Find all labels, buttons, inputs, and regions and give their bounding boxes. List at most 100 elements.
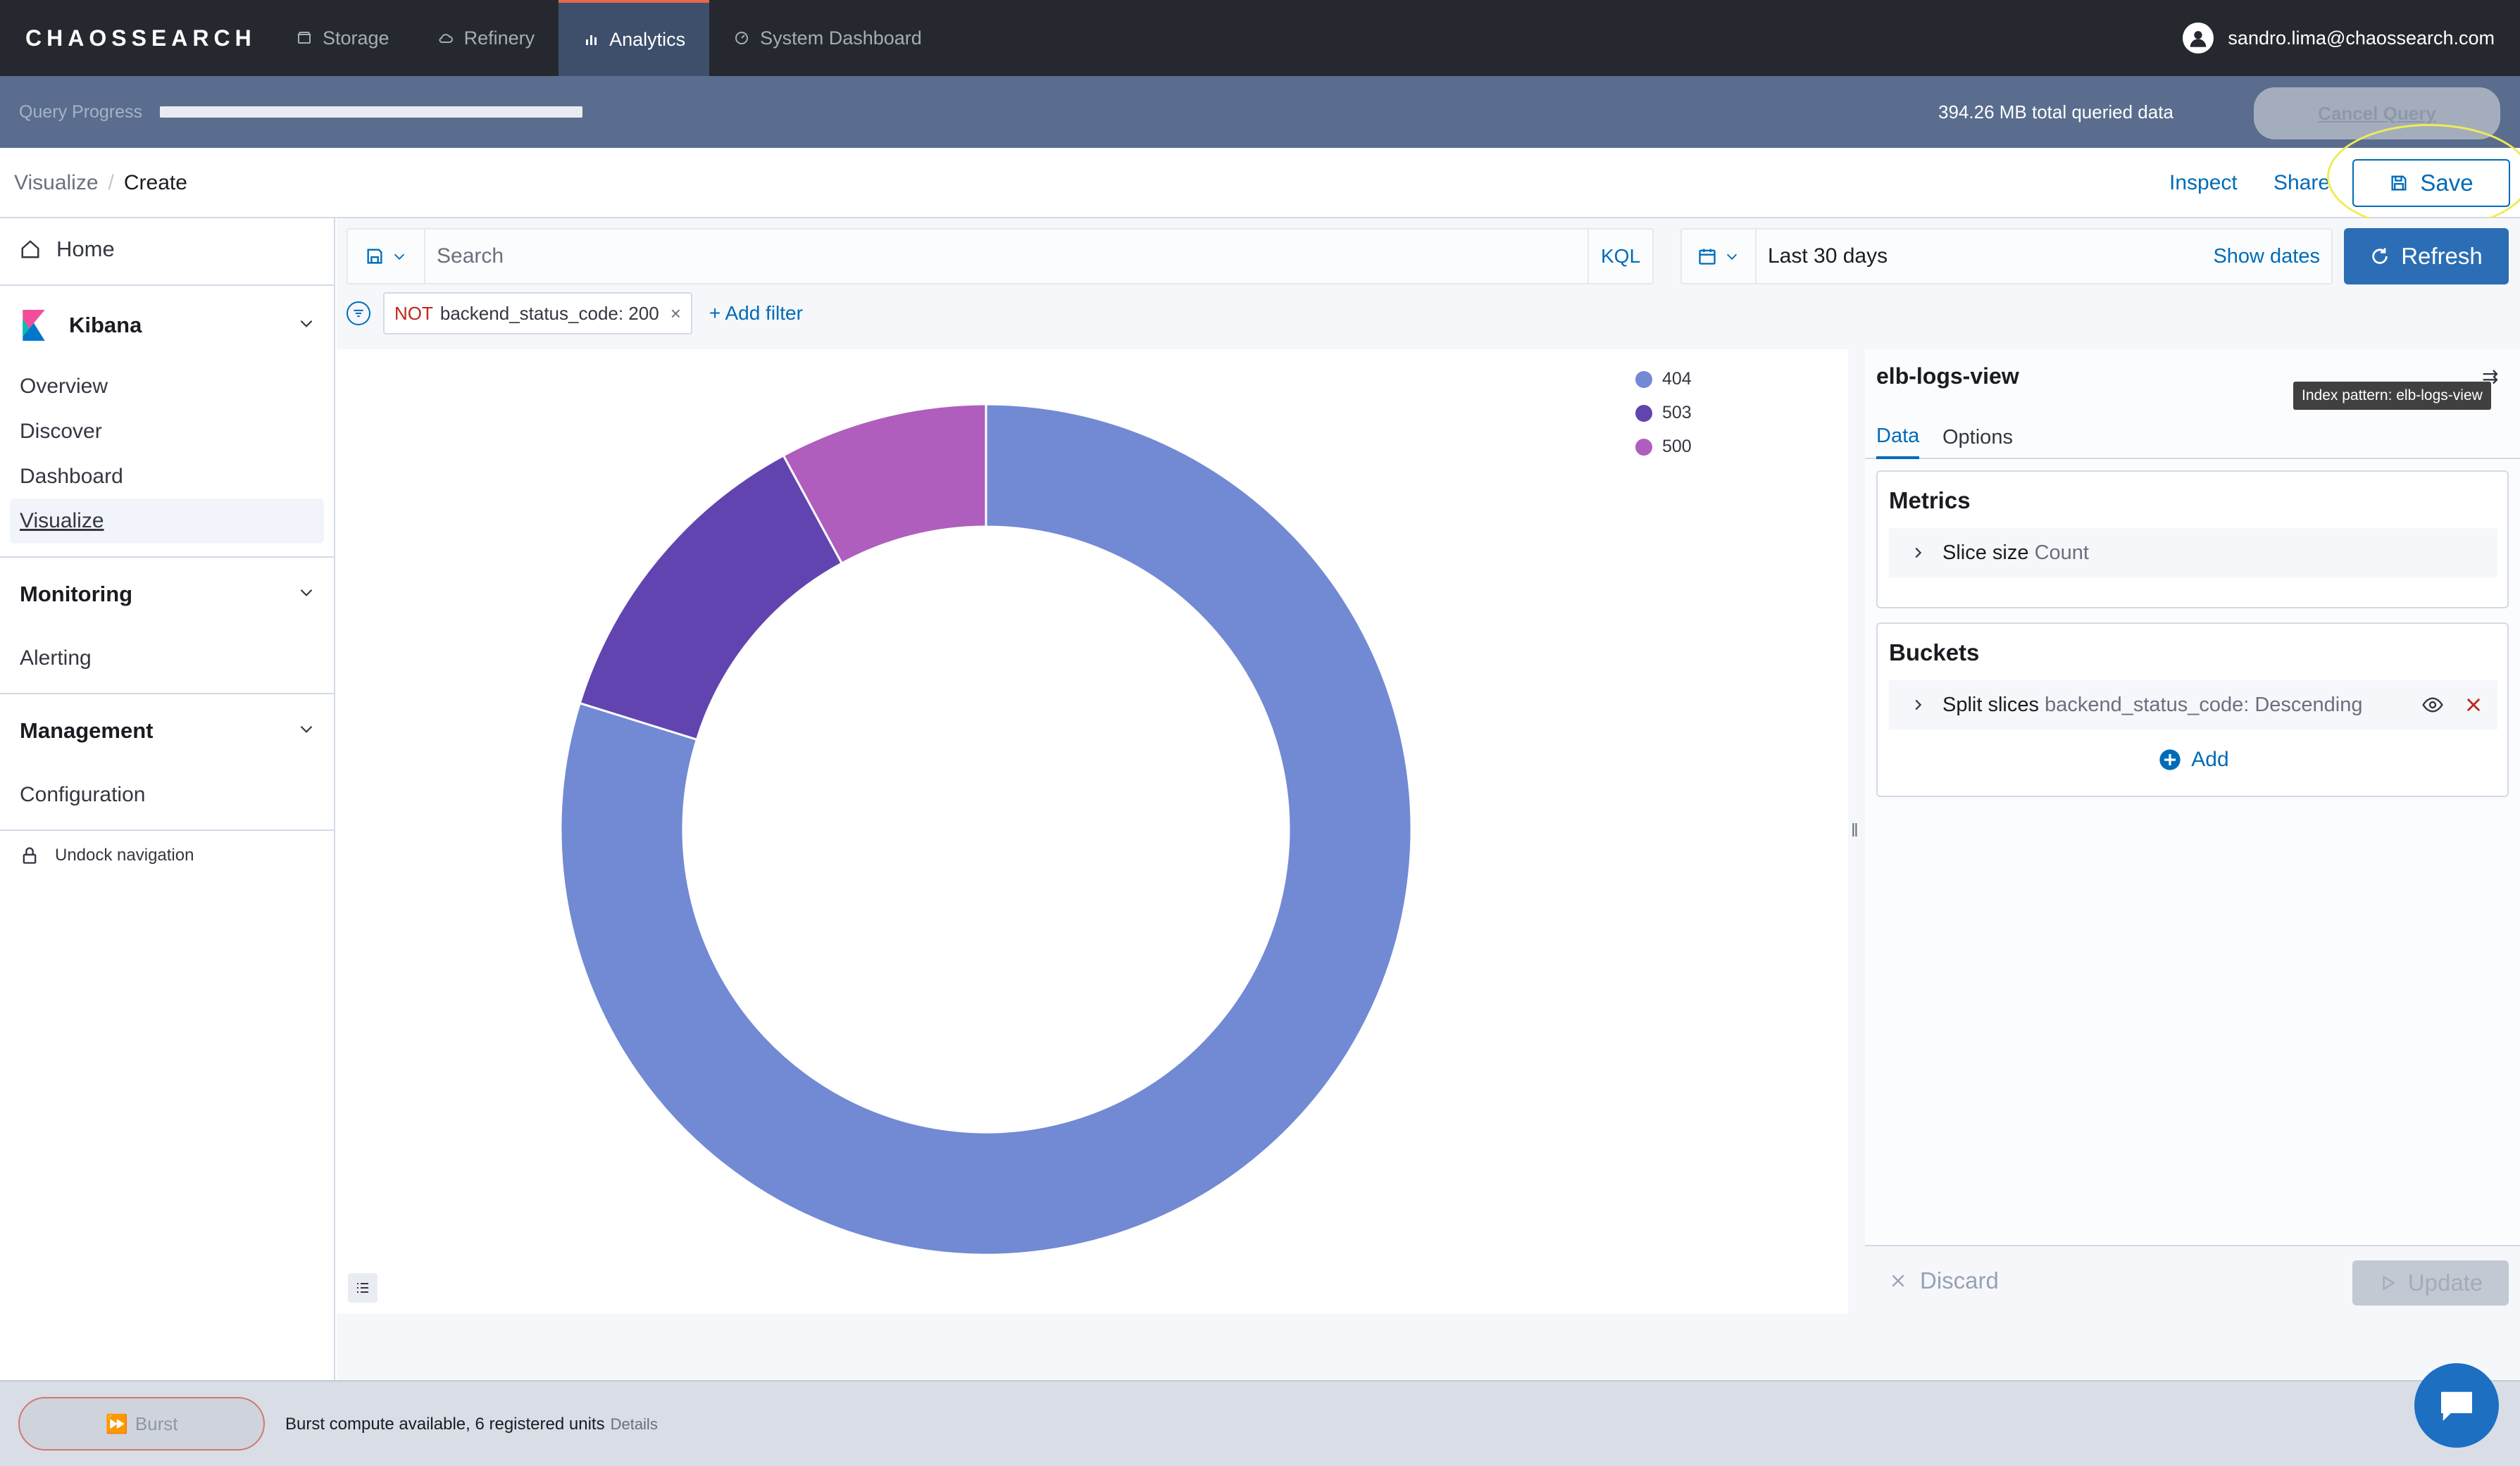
sidebar-group-monitoring[interactable]: Monitoring xyxy=(20,582,316,607)
user-menu[interactable]: sandro.lima@chaossearch.com xyxy=(2183,0,2495,76)
legend-item[interactable]: 404 xyxy=(1635,369,1692,389)
donut-slice-404[interactable] xyxy=(559,403,1413,1256)
metric-value: Count xyxy=(2034,541,2089,564)
sidebar-item-dashboard[interactable]: Dashboard xyxy=(20,465,123,488)
add-filter-button[interactable]: + Add filter xyxy=(709,302,803,324)
breadcrumb-visualize[interactable]: Visualize xyxy=(14,171,99,194)
breadcrumb-current: Create xyxy=(123,171,187,194)
update-label: Update xyxy=(2407,1270,2483,1296)
metric-row-slice-size[interactable]: Slice size Count xyxy=(1889,528,2497,577)
kibana-logo-icon xyxy=(23,310,45,341)
add-label: Add xyxy=(2191,748,2229,771)
bucket-row-actions xyxy=(2421,694,2483,716)
sidebar-item-configuration[interactable]: Configuration xyxy=(20,783,146,806)
eye-icon[interactable] xyxy=(2421,694,2444,716)
chat-support-button[interactable] xyxy=(2414,1363,2499,1448)
sidebar-group-title: Kibana xyxy=(69,313,142,337)
editor-footer: Discard Update xyxy=(1865,1245,2520,1314)
dashboard-icon xyxy=(735,32,749,44)
close-icon[interactable]: × xyxy=(670,302,681,324)
metric-label: Slice size xyxy=(1942,541,2029,564)
fast-forward-icon: ⏩ xyxy=(105,1412,128,1434)
legend-toggle-button[interactable] xyxy=(348,1273,378,1303)
quick-date-menu-button[interactable] xyxy=(1682,230,1757,283)
filter-pill[interactable]: NOT backend_status_code: 200 × xyxy=(383,292,692,334)
query-progress-bar: Query Progress 394.26 MB total queried d… xyxy=(0,76,2520,148)
query-bar: Search KQL xyxy=(347,228,1654,284)
chevron-right-icon xyxy=(1915,547,1922,558)
burst-label: Burst xyxy=(135,1412,178,1434)
burst-button[interactable]: ⏩ Burst xyxy=(18,1397,265,1451)
refresh-icon xyxy=(2372,248,2388,264)
inspect-link[interactable]: Inspect xyxy=(2169,171,2238,194)
sidebar-item-visualize[interactable]: Visualize xyxy=(10,499,324,544)
date-range-label[interactable]: Last 30 days xyxy=(1768,244,1888,268)
sidebar-group-management[interactable]: Management xyxy=(20,718,316,744)
share-link[interactable]: Share xyxy=(2273,171,2331,194)
buckets-card: Buckets Split slices backend_status_code… xyxy=(1876,622,2509,797)
storage-icon xyxy=(297,32,311,44)
burst-status: Burst compute available, 6 registered un… xyxy=(285,1382,658,1466)
search-input[interactable]: Search xyxy=(437,244,504,268)
undock-label: Undock navigation xyxy=(55,846,194,865)
sidebar-divider xyxy=(0,693,335,694)
cancel-query-button[interactable]: Cancel Query xyxy=(2254,87,2500,139)
undock-navigation-button[interactable]: Undock navigation xyxy=(20,845,194,866)
nav-tab-label: Storage xyxy=(323,27,389,49)
sidebar-item-alerting[interactable]: Alerting xyxy=(20,646,92,670)
sidebar-item-home[interactable]: Home xyxy=(20,237,115,262)
saved-queries-button[interactable] xyxy=(348,230,425,283)
cloud-icon xyxy=(439,34,453,43)
panel-resize-handle[interactable]: ǁ xyxy=(1851,820,1859,841)
save-button[interactable]: Save xyxy=(2352,159,2510,207)
legend-label: 404 xyxy=(1662,369,1692,389)
chevron-down-icon xyxy=(297,582,316,607)
lock-icon xyxy=(23,847,37,864)
sidebar-divider xyxy=(0,556,335,558)
sidebar-group-kibana[interactable]: Kibana xyxy=(20,310,316,341)
discard-label: Discard xyxy=(1920,1267,1999,1293)
remove-icon[interactable] xyxy=(2464,695,2483,715)
nav-tab-analytics[interactable]: Analytics xyxy=(559,0,710,76)
metrics-card: Metrics Slice size Count xyxy=(1876,470,2509,608)
chevron-down-icon xyxy=(297,718,316,744)
query-progress-track xyxy=(160,106,582,118)
burst-details-link[interactable]: Details xyxy=(610,1415,658,1433)
editor-tabs: Data Options xyxy=(1865,415,2520,459)
chevron-right-icon xyxy=(1915,699,1922,710)
nav-tab-storage[interactable]: Storage xyxy=(272,0,413,76)
filter-options-icon[interactable] xyxy=(347,301,370,325)
discard-button[interactable]: Discard xyxy=(1889,1246,1999,1315)
queried-data-summary: 394.26 MB total queried data xyxy=(1938,101,2173,123)
nav-tab-refinery[interactable]: Refinery xyxy=(413,0,559,76)
app-logo[interactable]: CHAOSSEARCH xyxy=(25,25,256,51)
legend-label: 503 xyxy=(1662,403,1692,422)
chat-icon xyxy=(2441,1391,2472,1421)
index-pattern-title: elb-logs-view xyxy=(1876,363,2019,389)
bucket-row-split-slices[interactable]: Split slices backend_status_code: Descen… xyxy=(1889,680,2497,729)
date-picker: Last 30 days Show dates xyxy=(1680,228,2333,284)
burst-status-text: Burst compute available, 6 registered un… xyxy=(285,1415,605,1434)
breadcrumb-row: Visualize / Create Inspect Share xyxy=(0,148,2520,218)
legend-item[interactable]: 500 xyxy=(1635,437,1692,457)
add-aggregation-button[interactable]: Add xyxy=(1878,748,2510,772)
bucket-label: Split slices xyxy=(1942,693,2039,716)
refresh-button[interactable]: Refresh xyxy=(2344,228,2509,284)
donut-slice-500[interactable] xyxy=(782,403,987,565)
nav-tab-label: Refinery xyxy=(463,27,535,49)
legend-label: 500 xyxy=(1662,437,1692,456)
sidebar-item-discover[interactable]: Discover xyxy=(20,420,102,443)
buckets-title: Buckets xyxy=(1889,639,1980,665)
close-icon xyxy=(1892,1274,1904,1287)
tab-data[interactable]: Data xyxy=(1876,415,1920,459)
show-dates-link[interactable]: Show dates xyxy=(2213,244,2320,268)
tab-options[interactable]: Options xyxy=(1942,425,2013,449)
chevron-down-icon xyxy=(394,253,405,260)
kql-toggle[interactable]: KQL xyxy=(1588,230,1652,283)
nav-tab-system-dashboard[interactable]: System Dashboard xyxy=(709,0,946,76)
update-button[interactable]: Update xyxy=(2352,1260,2509,1305)
donut-slice-503[interactable] xyxy=(578,453,844,741)
legend-item[interactable]: 503 xyxy=(1635,403,1692,423)
sidebar-item-overview[interactable]: Overview xyxy=(20,375,108,398)
visualization-panel xyxy=(337,349,1848,1314)
